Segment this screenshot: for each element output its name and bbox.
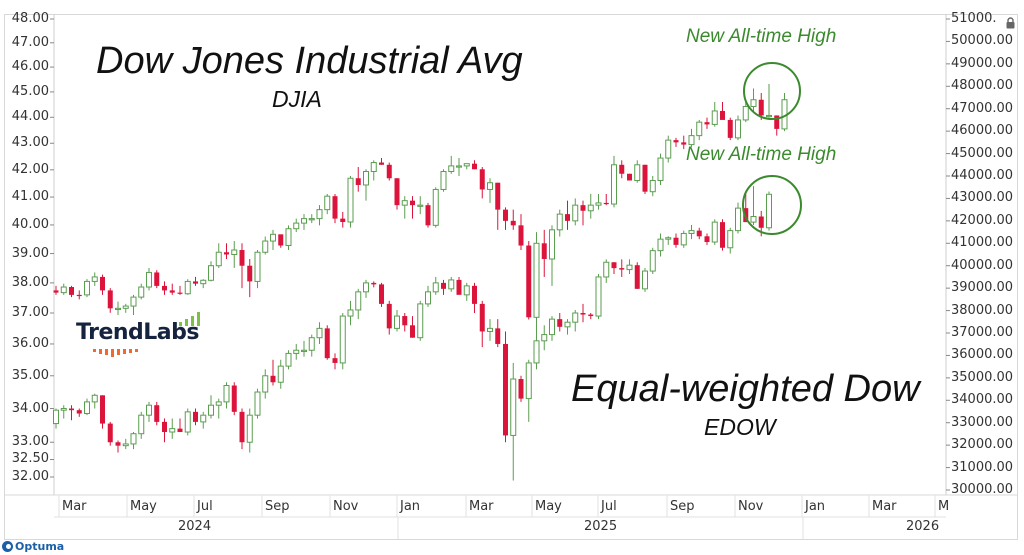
optuma-logo-icon: [2, 541, 13, 552]
left-axis-tick-label: 32.50: [11, 451, 49, 467]
month-label: May: [130, 499, 157, 514]
right-axis-tick-label: 44000.00: [951, 168, 1014, 183]
year-label: 2025: [584, 519, 618, 534]
edow-title: Equal-weighted Dow: [571, 368, 920, 410]
right-axis-tick-label: 51000.: [951, 11, 997, 26]
left-axis-tick-label: 41.00: [11, 189, 49, 205]
right-axis-tick-label: 39000.00: [951, 280, 1014, 296]
right-axis-tick-label: 42000.00: [951, 212, 1014, 228]
trendlabs-bars-icon: [93, 312, 200, 357]
month-label: Jan: [805, 499, 826, 514]
left-axis-tick-label: 37.00: [11, 305, 49, 320]
month-label: Mar: [469, 499, 494, 514]
month-label: Jul: [601, 499, 617, 514]
month-label: Nov: [738, 499, 764, 514]
month-label: Mar: [872, 499, 897, 514]
left-axis-tick-label: 45.00: [11, 83, 49, 99]
right-axis-tick-label: 34000.00: [951, 392, 1014, 408]
right-axis-tick-label: 43000.00: [951, 190, 1014, 206]
djia-ath-circle: [743, 62, 801, 120]
trendlabs-logo-text: TrendLabs: [76, 320, 199, 345]
left-axis-tick-label: 48.00: [11, 11, 49, 26]
edow-candles: [53, 186, 772, 481]
right-axis-tick-label: 49000.00: [951, 55, 1014, 71]
left-axis-tick-label: 47.00: [11, 34, 49, 50]
optuma-watermark: Optuma: [2, 540, 64, 553]
month-label: Nov: [333, 499, 359, 514]
left-axis-tick-label: 34.00: [11, 400, 49, 416]
month-label: Jul: [197, 499, 213, 514]
left-axis-tick-label: 40.00: [11, 216, 49, 232]
edow-symbol: EDOW: [704, 414, 776, 440]
annotation-edow-ath: New All-time High: [686, 144, 837, 165]
djia-title: Dow Jones Industrial Avg: [96, 40, 523, 82]
right-axis-tick-label: 50000.00: [951, 33, 1014, 49]
right-axis-tick-label: 35000.00: [951, 369, 1014, 385]
djia-symbol: DJIA: [272, 86, 322, 112]
left-axis-tick-label: 38.00: [11, 274, 49, 290]
lock-icon[interactable]: [1005, 17, 1016, 29]
year-label: 2024: [178, 519, 212, 534]
chart-frame: [4, 14, 1018, 540]
right-axis-tick-label: 31000.00: [951, 459, 1014, 475]
year-label: 2026: [906, 519, 940, 534]
month-label: May: [535, 499, 562, 514]
annotation-djia-ath: New All-time High: [686, 26, 837, 47]
month-label: Sep: [265, 499, 290, 514]
left-axis-tick-label: 36.00: [11, 335, 49, 351]
right-axis-tick-label: 41000.00: [951, 235, 1014, 251]
left-axis-tick-label: 44.00: [11, 109, 49, 125]
left-axis-tick-label: 39.00: [11, 245, 49, 261]
right-axis-tick-label: 47000.00: [951, 100, 1014, 116]
left-axis-tick-label: 42.00: [11, 161, 49, 177]
right-axis-tick-label: 36000.00: [951, 347, 1014, 363]
right-axis-tick-label: 40000.00: [951, 257, 1014, 273]
right-axis-tick-label: 46000.00: [951, 123, 1014, 139]
right-axis-tick-label: 37000.00: [951, 325, 1014, 340]
right-axis-tick-label: 38000.00: [951, 302, 1014, 318]
right-axis-tick-label: 32000.00: [951, 437, 1014, 453]
right-axis-tick-label: 33000.00: [951, 414, 1014, 430]
month-label: Sep: [670, 499, 695, 514]
left-axis-tick-label: 35.00: [11, 367, 49, 383]
right-axis-tick-label: 30000.00: [951, 482, 1014, 497]
month-label: M: [938, 499, 950, 514]
right-axis-tick-label: 48000.00: [951, 78, 1014, 94]
left-axis-tick-label: 43.00: [11, 135, 49, 151]
trendlabs-logo: TrendLabs: [76, 312, 206, 362]
edow-ath-circle: [742, 175, 802, 235]
left-axis-tick-label: 46.00: [11, 59, 49, 75]
left-axis-tick-label: 33.00: [11, 434, 49, 450]
optuma-text: Optuma: [15, 540, 65, 553]
djia-candles: [53, 84, 788, 342]
month-label: Mar: [62, 499, 87, 514]
month-label: Jan: [400, 499, 421, 514]
right-axis-tick-label: 45000.00: [951, 145, 1014, 161]
left-axis-tick-label: 32.00: [11, 469, 49, 484]
